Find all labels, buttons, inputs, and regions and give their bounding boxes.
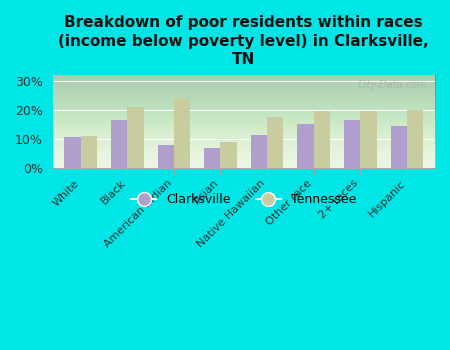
Bar: [314, 111, 330, 168]
Bar: [64, 138, 81, 168]
Legend: Clarksville, Tennessee: Clarksville, Tennessee: [126, 188, 361, 211]
Bar: [158, 145, 174, 168]
Bar: [204, 147, 220, 168]
Bar: [81, 136, 97, 168]
Title: Breakdown of poor residents within races
(income below poverty level) in Clarksv: Breakdown of poor residents within races…: [58, 15, 429, 67]
Bar: [111, 120, 127, 168]
Bar: [391, 126, 407, 168]
Bar: [127, 107, 144, 168]
Bar: [360, 111, 377, 168]
Bar: [220, 142, 237, 168]
Bar: [297, 124, 314, 168]
Bar: [344, 120, 360, 168]
Bar: [174, 98, 190, 168]
Bar: [267, 117, 284, 168]
Bar: [407, 110, 423, 168]
Text: City-Data.com: City-Data.com: [358, 80, 427, 90]
Bar: [251, 134, 267, 168]
